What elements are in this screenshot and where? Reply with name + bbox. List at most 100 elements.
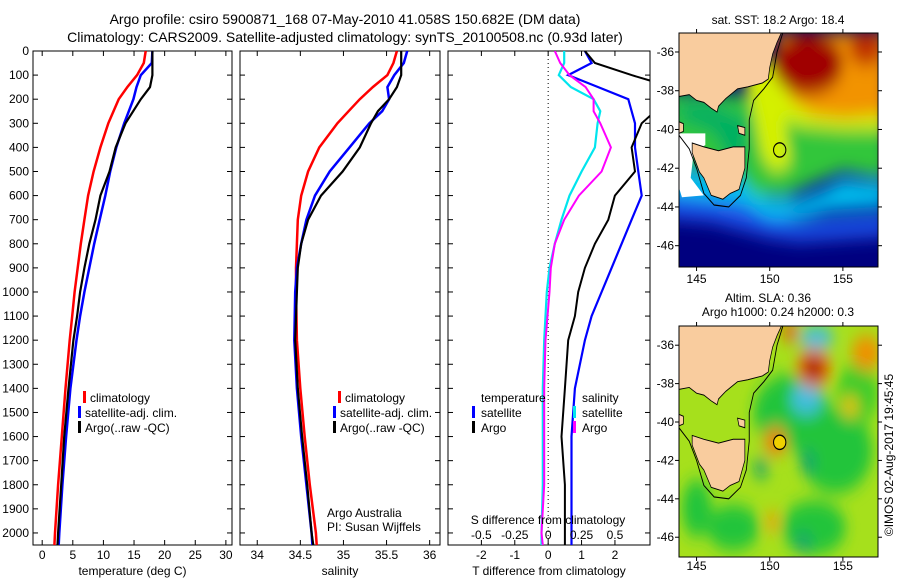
lat-tick-label: -46 bbox=[657, 239, 675, 253]
x-tick-label: 34 bbox=[251, 548, 265, 562]
y-tick-label: 1700 bbox=[2, 454, 29, 468]
isobath-contour bbox=[679, 33, 784, 208]
legend-label: satellite bbox=[582, 406, 623, 420]
x-axis-label: temperature (deg C) bbox=[78, 564, 186, 578]
y-tick-label: 700 bbox=[9, 213, 29, 227]
lat-tick-label: -44 bbox=[657, 200, 675, 214]
lat-tick-label: -44 bbox=[657, 492, 675, 506]
y-tick-label: 1900 bbox=[2, 502, 29, 516]
y-tick-label: 1300 bbox=[2, 357, 29, 371]
legend-label: satellite bbox=[481, 406, 522, 420]
x-axis-label: T difference from climatology bbox=[472, 564, 626, 578]
x-tick-label: 15 bbox=[127, 548, 141, 562]
imos-timestamp: ©IMOS 02-Aug-2017 19:45:45 bbox=[882, 374, 896, 537]
salinity-series-satellite-adj-clim- bbox=[293, 51, 409, 545]
figure-title-line2: Climatology: CARS2009. Satellite-adjuste… bbox=[67, 29, 623, 45]
salinity-frame bbox=[239, 50, 441, 546]
x-tick-label: 36 bbox=[423, 548, 437, 562]
sst-map-frame bbox=[678, 32, 879, 268]
lat-tick-label: -40 bbox=[657, 122, 675, 136]
difference-legend: temperature satellite Argo salinity sate… bbox=[472, 391, 623, 435]
legend-swatch-t-satellite bbox=[472, 406, 475, 418]
difference-panel: -2 -1 0 1 2 T difference from climatology bbox=[447, 50, 651, 578]
y-tick-label: 100 bbox=[9, 68, 29, 82]
legend-swatch-satellite bbox=[333, 406, 336, 418]
y-tick-label: 600 bbox=[9, 189, 29, 203]
y-tick-label: 200 bbox=[9, 92, 29, 106]
x-axis-label: salinity bbox=[322, 564, 359, 578]
x-tick-label: 34.5 bbox=[289, 548, 313, 562]
sla-map-frame bbox=[678, 325, 879, 558]
y-tick-label: 2000 bbox=[2, 526, 29, 540]
y-tick-label: 1800 bbox=[2, 478, 29, 492]
temperature-legend: climatology satellite-adj. clim. Argo(..… bbox=[78, 391, 177, 435]
lat-tick-label: -42 bbox=[657, 453, 675, 467]
lat-tick-label: -46 bbox=[657, 530, 675, 544]
y-tick-label: 1000 bbox=[2, 285, 29, 299]
lat-tick-label: -38 bbox=[657, 84, 675, 98]
lon-tick-label: 155 bbox=[833, 272, 853, 286]
sla-map-axes: 145 150 155 -36 -38 -40 -42 -44 -46 bbox=[657, 322, 882, 573]
argo-float-marker bbox=[773, 434, 787, 451]
legend-swatch-s-argo bbox=[573, 421, 576, 433]
legend-swatch-argo bbox=[78, 421, 81, 433]
sla-map bbox=[679, 326, 878, 557]
x-tick-label: 5 bbox=[69, 548, 76, 562]
x-tick-label: 0 bbox=[39, 548, 46, 562]
credit-line2: PI: Susan Wijffels bbox=[327, 520, 421, 534]
x-tick-label: 30 bbox=[219, 548, 233, 562]
y-tick-label: 0 bbox=[22, 44, 29, 58]
legend-label: satellite-adj. clim. bbox=[85, 406, 177, 420]
y-tick-label: 800 bbox=[9, 237, 29, 251]
lat-tick-label: -38 bbox=[657, 377, 675, 391]
legend-swatch-s-satellite bbox=[573, 406, 576, 418]
difference-frame bbox=[447, 50, 651, 546]
y-tick-label: 1600 bbox=[2, 430, 29, 444]
t-diff-satellite bbox=[565, 51, 643, 545]
s-diff-tick-label: -0.5 bbox=[471, 528, 492, 542]
s-diff-tick-label: 0.25 bbox=[570, 528, 594, 542]
legend-title-temperature: temperature bbox=[481, 391, 546, 405]
s-diff-tick-label: 0 bbox=[545, 528, 552, 542]
lat-tick-label: -36 bbox=[657, 45, 675, 59]
salinity-legend: climatology satellite-adj. clim. Argo(..… bbox=[327, 391, 432, 534]
x-tick-label: 35.5 bbox=[375, 548, 399, 562]
lat-tick-label: -40 bbox=[657, 415, 675, 429]
lon-tick-label: 150 bbox=[760, 272, 780, 286]
y-tick-label: 1400 bbox=[2, 381, 29, 395]
sla-map-title-line1: Altim. SLA: 0.36 bbox=[725, 291, 811, 305]
legend-label: climatology bbox=[345, 391, 405, 405]
x-tick-label: -1 bbox=[509, 548, 520, 562]
s-diff-satellite bbox=[540, 51, 602, 545]
lon-tick-label: 155 bbox=[833, 559, 853, 573]
y-tick-label: 300 bbox=[9, 116, 29, 130]
x-tick-label: 0 bbox=[545, 548, 552, 562]
temperature-panel: 0 5 10 15 20 25 30 temperature (deg C) bbox=[32, 50, 233, 578]
sst-map-title: sat. SST: 18.2 Argo: 18.4 bbox=[712, 13, 845, 27]
y-tick-label: 1100 bbox=[3, 309, 29, 323]
legend-swatch-satellite bbox=[78, 406, 81, 418]
legend-title-salinity: salinity bbox=[582, 391, 619, 405]
legend-swatch-argo bbox=[333, 421, 336, 433]
x-tick-label: 2 bbox=[612, 548, 619, 562]
s-diff-argo bbox=[540, 51, 612, 545]
profile-axes: 0100200300400500600700800900100011001200… bbox=[2, 44, 651, 578]
isobath-contour bbox=[679, 326, 784, 500]
sla-map-title-line2: Argo h1000: 0.24 h2000: 0.3 bbox=[702, 305, 854, 319]
legend-swatch-t-argo bbox=[472, 421, 475, 433]
temperature-series-climatology bbox=[53, 51, 147, 545]
legend-label: Argo bbox=[582, 421, 608, 435]
sst-map bbox=[679, 33, 878, 267]
x-tick-label: 10 bbox=[97, 548, 111, 562]
lon-tick-label: 145 bbox=[687, 559, 707, 573]
salinity-panel: 34 34.5 35 35.5 36 salinity bbox=[239, 50, 441, 578]
lon-tick-label: 150 bbox=[760, 559, 780, 573]
legend-label: Argo bbox=[481, 421, 507, 435]
legend-label: satellite-adj. clim. bbox=[340, 406, 432, 420]
x-tick-label: 25 bbox=[189, 548, 203, 562]
y-tick-label: 400 bbox=[9, 140, 29, 154]
temperature-series-satellite-adj-clim- bbox=[57, 51, 154, 545]
legend-swatch-climatology bbox=[338, 391, 341, 403]
y-tick-label: 1200 bbox=[2, 333, 29, 347]
